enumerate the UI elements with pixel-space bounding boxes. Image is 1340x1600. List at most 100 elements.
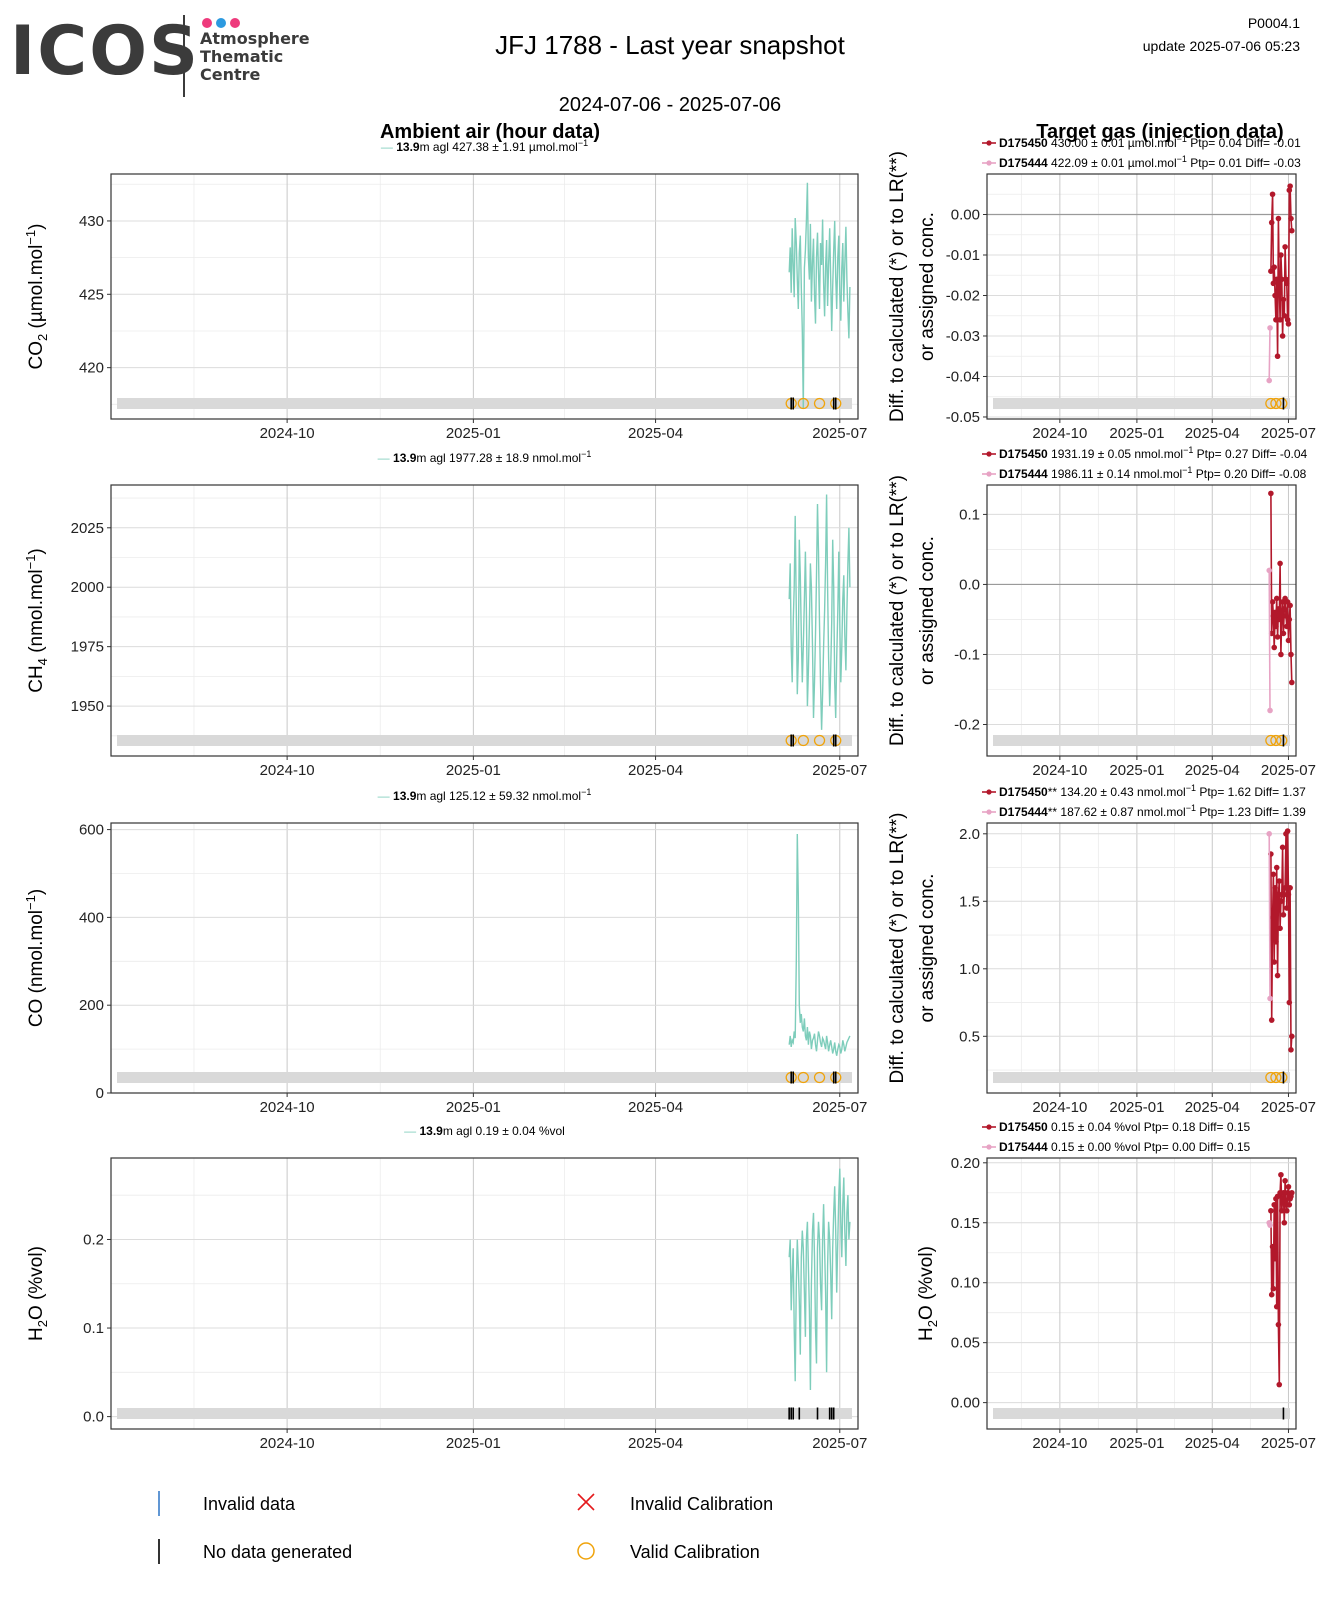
target-point-D175450 xyxy=(1274,634,1281,640)
x-tick-label: 2024-10 xyxy=(1032,425,1087,442)
valid-calibration-marker xyxy=(1265,397,1277,410)
target-point-D175450 xyxy=(1283,623,1290,630)
legend-swatch: — xyxy=(378,451,393,465)
valid-calibration-marker xyxy=(797,397,809,410)
ylabel-sup: −1 xyxy=(23,895,38,910)
legend-sup: −1 xyxy=(1177,154,1187,164)
target-legend-D175450: D175450** 134.20 ± 0.43 nmol.mol−1 Ptp= … xyxy=(982,783,1306,799)
x-tick-label: 2025-07 xyxy=(1261,425,1316,442)
y-axis-label: CO2 (µmol.mol−1) xyxy=(23,224,50,370)
y-tick-label: 400 xyxy=(79,909,104,926)
ambient-legend: — 13.9m agl 125.12 ± 59.32 nmol.mol−1 xyxy=(378,787,592,803)
x-tick-label: 2025-01 xyxy=(1109,425,1164,442)
logo-dot-3 xyxy=(230,18,240,28)
target-point-D175444 xyxy=(1266,377,1273,384)
legend-stats: m agl 1977.28 ± 18.9 nmol.mol xyxy=(416,451,581,465)
y-tick-label: -0.03 xyxy=(946,328,980,345)
target-point-D175450 xyxy=(1273,1303,1280,1310)
logo-dot-1 xyxy=(202,18,212,28)
x-tick-label: 2024-10 xyxy=(260,425,315,442)
ambient-legend: — 13.9m agl 427.38 ± 1.91 µmol.mol−1 xyxy=(381,138,588,154)
y-tick-label: 200 xyxy=(79,997,104,1014)
legend-tail: Ptp= 1.62 Diff= 1.37 xyxy=(1196,785,1306,799)
valid-calibration-marker xyxy=(1276,734,1288,747)
target-series-line-D175444 xyxy=(1268,570,1271,711)
legend-sup: −1 xyxy=(1186,783,1196,793)
y-axis-label: H2O (%vol) xyxy=(26,1246,50,1341)
ylabel-sub: 4 xyxy=(35,658,50,665)
target-point-D175450 xyxy=(1269,914,1276,921)
y-tick-label: 0.20 xyxy=(951,1155,980,1172)
target-point-D175450 xyxy=(1276,1381,1283,1388)
ylabel-sub: 2 xyxy=(925,1320,940,1327)
target-point-D175450 xyxy=(1270,280,1277,287)
target-point-D175450 xyxy=(1273,276,1280,283)
legend-swatch-point xyxy=(986,451,992,457)
target-point-D175450 xyxy=(1288,1047,1294,1053)
target-point-D175450 xyxy=(1269,1243,1276,1250)
y-tick-label: 1950 xyxy=(71,698,104,715)
target-point-D175450 xyxy=(1272,292,1278,299)
ambient-legend: — 13.9m agl 0.19 ± 0.04 %vol xyxy=(404,1124,565,1138)
legend-stats: m agl 125.12 ± 59.32 nmol.mol xyxy=(416,789,581,803)
y-tick-label: 600 xyxy=(79,822,104,839)
target-point-D175450 xyxy=(1273,939,1279,945)
legend-name: D175444 xyxy=(999,156,1048,170)
y-tick-label: 2025 xyxy=(71,520,104,537)
legend-stats: 422.09 ± 0.01 µmol.mol xyxy=(1048,156,1177,170)
x-tick-label: 2025-04 xyxy=(1185,762,1240,779)
y-tick-label: 0.5 xyxy=(959,1028,980,1045)
co2-ambient-panel: 2024-10 2025-01 2025-04 2025-07 420 425 430 — 1… xyxy=(23,138,867,442)
target-point-D175450 xyxy=(1281,891,1288,898)
target-point-D175450 xyxy=(1272,885,1278,891)
target-point-D175450 xyxy=(1286,999,1293,1006)
target-point-D175450 xyxy=(1287,183,1293,189)
target-point-D175450 xyxy=(1288,651,1294,658)
x-tick-label: 2025-04 xyxy=(628,1099,683,1116)
legend-height: 13.9 xyxy=(393,789,417,803)
ylabel-sup: −1 xyxy=(23,230,38,245)
target-point-D175450 xyxy=(1285,891,1292,898)
legend-stats: m agl 0.19 ± 0.04 %vol xyxy=(443,1124,565,1138)
legend-name: D175450 xyxy=(999,447,1048,461)
target-point-D175450 xyxy=(1285,637,1292,644)
target-point-D175450 xyxy=(1285,1183,1292,1190)
y-tick-label: -0.2 xyxy=(954,716,980,733)
flag-band xyxy=(117,735,852,746)
legend-name: D175450 xyxy=(999,785,1048,799)
target-legend-text: D175444 0.15 ± 0.00 %vol Ptp= 0.00 Diff=… xyxy=(999,1140,1251,1154)
target-point-D175450 xyxy=(1274,972,1281,979)
valid-calibration-marker xyxy=(1276,1071,1288,1084)
y-tick-label: 0.05 xyxy=(951,1335,980,1352)
logo-dot-2 xyxy=(216,18,226,28)
diff-axis-label-line-2: or assigned conc. xyxy=(917,874,938,1023)
plot-frame xyxy=(110,1157,859,1430)
legend-swatch: — xyxy=(404,1124,419,1138)
target-point-D175450 xyxy=(1282,244,1288,250)
legend-tail: Ptp= 0.00 Diff= 0.15 xyxy=(1140,1140,1250,1154)
target-point-D175444 xyxy=(1267,707,1273,714)
invalid-calibration-label: Invalid Calibration xyxy=(630,1494,773,1514)
target-legend-D175444: D175444 422.09 ± 0.01 µmol.mol−1 Ptp= 0.… xyxy=(982,154,1301,170)
y-tick-label: -0.1 xyxy=(954,646,980,663)
ylabel-sup: −1 xyxy=(23,555,38,570)
ambient-legend-text: — 13.9m agl 0.19 ± 0.04 %vol xyxy=(404,1124,565,1138)
legend-name: D175450 xyxy=(999,136,1048,150)
target-legend-D175444: D175444 0.15 ± 0.00 %vol Ptp= 0.00 Diff=… xyxy=(982,1140,1251,1154)
target-point-D175450 xyxy=(1279,844,1286,851)
logo-divider xyxy=(183,15,185,97)
target-point-D175450 xyxy=(1270,1285,1277,1292)
product-id: P0004.1 xyxy=(1247,15,1300,31)
target-point-D175450 xyxy=(1271,644,1278,651)
diff-axis-label-line-1: Diff. to calculated (*) or to LR(**) xyxy=(887,475,908,746)
legend-stats: 0.15 ± 0.00 %vol xyxy=(1048,1140,1141,1154)
flag-band xyxy=(993,735,1290,746)
target-point-D175450 xyxy=(1278,1207,1285,1214)
target-point-D175450 xyxy=(1272,609,1278,616)
ylabel-end: ) xyxy=(26,548,47,554)
target-point-D175450 xyxy=(1270,871,1277,878)
legend-swatch-point xyxy=(986,809,992,815)
y-axis-label: CH4 (nmol.mol−1) xyxy=(23,548,50,693)
logo-sub-line-2: Thematic xyxy=(200,47,284,66)
target-point-D175450 xyxy=(1275,215,1282,222)
